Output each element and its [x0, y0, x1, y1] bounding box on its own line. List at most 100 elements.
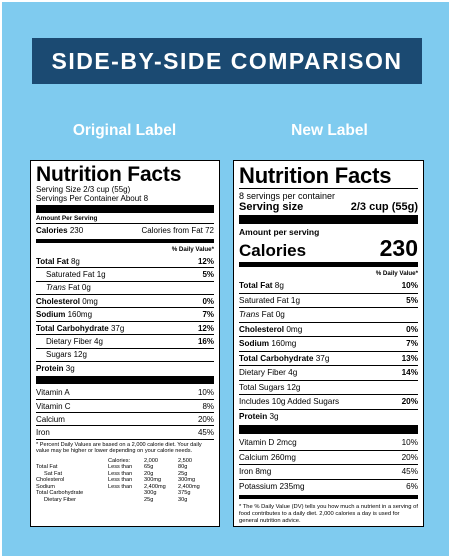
amount-per-serving: Amount per serving	[239, 227, 320, 237]
table-cell: 20g	[144, 470, 154, 477]
table-cell: 30g	[178, 496, 188, 503]
vitamin-row: Vitamin C 8%	[36, 398, 214, 412]
vitamin-label: Potassium 235mg	[239, 481, 305, 491]
nutrient-name: Total Fat 8g	[36, 257, 80, 266]
original-nutrition-label: Nutrition Facts Serving Size 2/3 cup (55…	[30, 160, 220, 527]
nutrient-amount: 1g	[96, 269, 106, 279]
divider-medium	[239, 495, 418, 499]
nutrient-label: Sodium	[239, 339, 270, 348]
table-cell	[108, 497, 144, 503]
nutrient-row: Protein 3g	[239, 408, 418, 424]
nutrient-amount: 12g	[73, 350, 87, 360]
divider-thick	[36, 376, 214, 385]
nutrient-row: Total Fat 8g 12%	[36, 255, 214, 267]
table-cell: Less than	[108, 464, 133, 471]
nutrient-row: Sodium 160mg 7%	[239, 336, 418, 351]
vitamin-label: Vitamin A	[36, 388, 70, 398]
nutrient-label-suffix: Fat	[259, 310, 274, 319]
footnote: * Percent Daily Values are based on a 2,…	[36, 441, 202, 455]
nutrient-amount: 4g	[94, 336, 103, 346]
nutrient-name: Cholesterol 0mg	[239, 325, 302, 335]
vitamin-label: Iron	[36, 428, 50, 438]
nutrient-amount: 37g	[315, 353, 330, 363]
nutrient-name: Protein 3g	[36, 364, 75, 373]
nutrient-name: Sodium 160mg	[36, 310, 92, 319]
vitamin-row: Potassium 235mg 6%	[239, 478, 418, 494]
nutrient-daily-value: 0%	[202, 296, 214, 306]
banner-title: SIDE-BY-SIDE COMPARISON	[32, 38, 422, 84]
divider-thick	[36, 205, 214, 213]
table-cell: Sodium	[36, 483, 55, 490]
nutrient-daily-value: 10%	[401, 281, 418, 290]
nutrient-label: Cholesterol	[36, 296, 81, 306]
serving-size-value: 2/3 cup (55g)	[350, 201, 418, 213]
divider-thick	[239, 425, 418, 434]
daily-values-table: Calories: 2,000 2,500 Total Fat Less than 65g…	[36, 458, 214, 503]
vitamin-daily-value: 20%	[197, 414, 214, 424]
nutrient-label: Total Sugars	[239, 382, 285, 392]
daily-value-header: % Daily Value*	[171, 245, 214, 253]
nutrient-daily-value: 20%	[401, 397, 418, 406]
nutrient-amount: 3g	[65, 363, 75, 373]
divider-medium	[36, 238, 214, 243]
new-nutrition-label: Nutrition Facts 8 servings per container…	[233, 160, 424, 527]
vitamin-daily-value: 45%	[401, 467, 418, 476]
nutrient-row: Total Carbohydrate 37g 12%	[36, 320, 214, 334]
table-cell: 80g	[178, 464, 188, 471]
table-cell: 25g	[144, 496, 154, 503]
original-label-heading: Original Label	[72, 122, 177, 139]
table-header-cell: Calories:	[108, 458, 131, 465]
nutrient-rows: Total Fat 8g 10% Saturated Fat 1g 5% Trans F…	[239, 279, 418, 423]
table-header-cell: 2,000	[144, 458, 158, 465]
vitamin-daily-value: 6%	[406, 481, 418, 491]
vitamin-label: Calcium	[36, 414, 65, 424]
table-cell: Sat Fat	[44, 470, 63, 477]
calories-value: 230	[69, 226, 84, 236]
table-cell: 65g	[144, 464, 154, 471]
nutrient-daily-value: 16%	[197, 336, 214, 346]
nutrient-daily-value: 13%	[401, 353, 418, 363]
nutrient-name: Cholesterol 0mg	[36, 297, 98, 306]
nutrient-amount: 12g	[286, 382, 301, 392]
nutrient-daily-value: 7%	[202, 310, 214, 320]
vitamin-row: Calcium 20%	[36, 412, 214, 425]
nutrient-row: Protein 3g	[36, 360, 214, 374]
label-title: Nutrition Facts	[239, 163, 392, 188]
nutrient-name: Trans Fat 0g	[46, 283, 91, 292]
nutrient-amount: 3g	[269, 411, 279, 421]
nutrient-name: Total Sugars 12g	[239, 383, 300, 393]
nutrient-daily-value: 12%	[197, 323, 214, 333]
nutrient-amount: 8g	[70, 256, 80, 266]
nutrient-label: Protein	[239, 411, 268, 421]
nutrient-label: Total Carbohydrate	[239, 353, 314, 363]
vitamin-label: Calcium 260mg	[239, 452, 296, 462]
calories-row: Calories 230 Calories from Fat 72	[36, 223, 214, 236]
nutrient-name: Total Fat 8g	[239, 281, 284, 291]
nutrient-row: Sugars 12g	[36, 347, 214, 361]
nutrient-daily-value: 7%	[406, 339, 418, 348]
servings-per-container: Servings Per Container About 8	[36, 194, 149, 203]
vitamin-daily-value: 45%	[197, 428, 214, 438]
nutrient-amount: 37g	[110, 323, 125, 333]
nutrient-rows: Total Fat 8g 12% Saturated Fat 1g 5% Trans F…	[36, 255, 214, 375]
nutrient-label: Protein	[36, 363, 64, 373]
daily-value-header: % Daily Value*	[375, 270, 418, 277]
nutrient-label: Saturated Fat	[239, 295, 289, 305]
table-cell: 2,400mg	[144, 483, 166, 490]
nutrient-label: Trans	[46, 283, 66, 293]
nutrient-row: Total Carbohydrate 37g 13%	[239, 350, 418, 366]
vitamin-daily-value: 20%	[401, 452, 418, 462]
nutrient-label: Dietary Fiber	[46, 336, 92, 346]
nutrient-daily-value: 0%	[406, 324, 418, 334]
vitamin-label: Iron 8mg	[239, 467, 272, 476]
serving-size-label: Serving size	[239, 201, 304, 213]
nutrient-amount: 0mg	[286, 324, 303, 334]
table-cell: 2,400mg	[178, 483, 200, 490]
nutrient-name: Saturated Fat 1g	[239, 296, 300, 306]
vitamin-rows: Vitamin A 10% Vitamin C 8% Calcium 20% Iron 45%	[36, 386, 214, 439]
nutrient-amount: 8g	[274, 281, 284, 290]
nutrient-label: Total Fat	[239, 281, 273, 290]
table-cell: Less than	[108, 470, 133, 477]
nutrient-amount: 160mg	[67, 310, 93, 320]
vitamin-row: Vitamin A 10%	[36, 386, 214, 398]
